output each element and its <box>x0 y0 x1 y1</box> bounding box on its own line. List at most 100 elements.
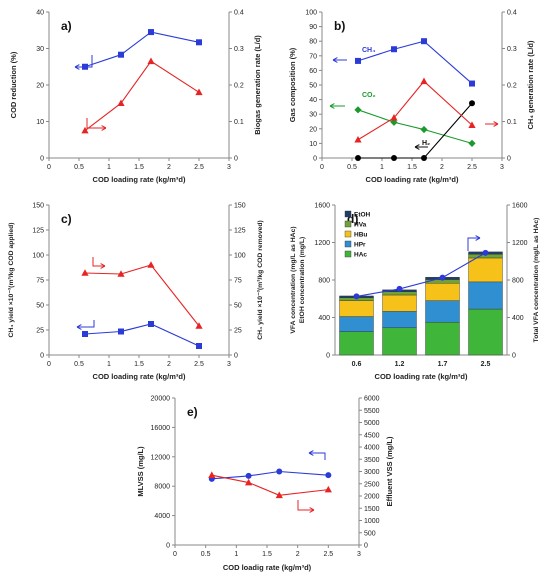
x-axis-title: COD loading rate (kg/m³d) <box>93 175 186 184</box>
y2-tick-label: 0.2 <box>234 83 244 90</box>
series-1-point-3 <box>195 322 203 329</box>
series-2-point-1 <box>391 155 397 161</box>
y-tick-label: 20 <box>309 126 317 133</box>
x-tick-label: 2.5 <box>194 361 204 368</box>
series-1-point-2 <box>420 125 428 134</box>
x-tick-label: 1 <box>107 361 111 368</box>
y2-tick-label: 100 <box>234 253 246 260</box>
x-tick-label: 1 <box>380 164 384 171</box>
y-axis-title: Gas composition (%) <box>288 47 297 122</box>
panel-label: b) <box>334 19 345 33</box>
legend-label-etoh: EtOH <box>354 212 371 219</box>
y-tick-label: 4000 <box>154 513 170 520</box>
panel-d: 0 400 800 1200 1600 0 400 800 1200 1600 COD loadin… <box>290 203 540 382</box>
bar-hpr-3 <box>468 281 503 310</box>
y2-axis-title: Effluent VSS (mg/L) <box>385 436 394 507</box>
y-tick-label: 40 <box>309 97 317 104</box>
series-0-point-3 <box>469 80 475 87</box>
series-1-point-0 <box>81 269 89 276</box>
x-tick-label: 2.5 <box>194 164 204 171</box>
panel-c: 0 25 50 75 100 125 150 0 25 50 75 100 125 150 COD load… <box>8 203 264 382</box>
series-0-point-3 <box>196 343 202 349</box>
series-1-point-1 <box>117 99 125 107</box>
y-axis-title: CH₄ yield ×10⁻³(m³/kg COD applied) <box>8 222 15 337</box>
series-1-point-1 <box>117 270 125 277</box>
series-3-point-0 <box>354 135 362 143</box>
series-1-line <box>211 474 329 496</box>
y-axis-title: VFA concentration (mg/L as HAc) <box>290 226 297 333</box>
panel-label: a) <box>61 19 72 33</box>
y-tick-label: 800 <box>318 278 330 285</box>
x-tick-label: 2.5 <box>467 164 477 171</box>
y2-tick-label: 0 <box>507 156 511 163</box>
y2-axis-title: CH₄ generation rate (L/d) <box>526 40 535 129</box>
bar-hac-3 <box>468 308 503 356</box>
series-2-point-2 <box>421 155 427 161</box>
legend-label-hpr: HPr <box>354 242 366 249</box>
y2-tick-label: 800 <box>512 278 524 285</box>
x-tick-label: 3 <box>227 361 231 368</box>
x-tick-label: 0 <box>173 551 177 558</box>
panel-e: 0400080001200016000200000500100015002000… <box>136 396 394 573</box>
x-tick-label: 0.5 <box>201 551 211 558</box>
bar-hva-1 <box>382 291 417 296</box>
bar-hac-0 <box>339 331 374 356</box>
y-tick-label: 50 <box>36 303 44 310</box>
bar-hbu-0 <box>339 300 374 317</box>
y2-tick-label: 4500 <box>364 432 380 439</box>
y-tick-label: 25 <box>36 328 44 335</box>
x-tick-label: 1 <box>234 551 238 558</box>
right-axis-arrow <box>92 257 106 269</box>
series-0-point-1 <box>118 51 124 58</box>
y2-tick-label: 0 <box>234 156 238 163</box>
series-0-point-2 <box>148 321 154 327</box>
ch4-rate-arrow <box>485 121 499 127</box>
x-tick-label: 2.5 <box>323 551 333 558</box>
x-tick-label: 3 <box>500 164 504 171</box>
bar-hbu-2 <box>425 283 460 301</box>
y-tick-label: 0 <box>326 353 330 360</box>
y-tick-label: 10 <box>309 141 317 148</box>
y-tick-label: 0 <box>40 353 44 360</box>
y-tick-label: 8000 <box>154 484 170 491</box>
series-1-point-0 <box>208 471 216 478</box>
y2-tick-label: 125 <box>234 228 246 235</box>
x-tick-label: 0.5 <box>347 164 357 171</box>
y-tick-label: 100 <box>305 10 317 17</box>
series-0-point-1 <box>118 328 124 335</box>
y-tick-label: 0 <box>40 156 44 163</box>
y2-tick-label: 0 <box>234 353 238 360</box>
y2-tick-label: 3500 <box>364 457 380 464</box>
y2-tick-label: 25 <box>234 328 242 335</box>
panel-label: e) <box>187 405 198 419</box>
y2-tick-label: 0.3 <box>234 46 244 53</box>
y2-axis-title: Biogas generation rate (L/d) <box>253 35 262 135</box>
series-1-point-1 <box>245 478 253 486</box>
legend-swatch-hpr <box>344 240 352 248</box>
y-axis-title-2: EtOH concentration (mg/L) <box>299 237 306 323</box>
x-axis-title: COD loading rate (kg/m³d) <box>375 372 468 381</box>
right-axis-arrow <box>297 500 315 513</box>
x-tick-label: 0 <box>47 164 51 171</box>
series-2-point-3 <box>469 100 475 107</box>
y2-tick-label: 3000 <box>364 469 380 476</box>
legend-swatch-hva <box>344 220 352 228</box>
y2-tick-label: 0 <box>512 353 516 360</box>
series-0-point-0 <box>82 331 88 337</box>
y-tick-label: 0 <box>313 156 317 163</box>
y2-tick-label: 5000 <box>364 420 380 427</box>
y2-tick-label: 1600 <box>512 203 528 210</box>
y-tick-label: 20 <box>36 83 44 90</box>
bar-hpr-2 <box>425 300 460 323</box>
x-tick-label: 3 <box>357 551 361 558</box>
series-2-line <box>358 102 473 159</box>
total-vfa-point-2 <box>439 274 446 281</box>
series-0-point-0 <box>355 57 361 64</box>
y-tick-label: 150 <box>32 203 44 210</box>
right-axis-arrow <box>86 118 107 131</box>
series-2-point-0 <box>355 155 361 161</box>
total-vfa-point-0 <box>353 293 360 300</box>
series-1-point-2 <box>147 57 155 65</box>
series-1-point-0 <box>354 106 362 114</box>
